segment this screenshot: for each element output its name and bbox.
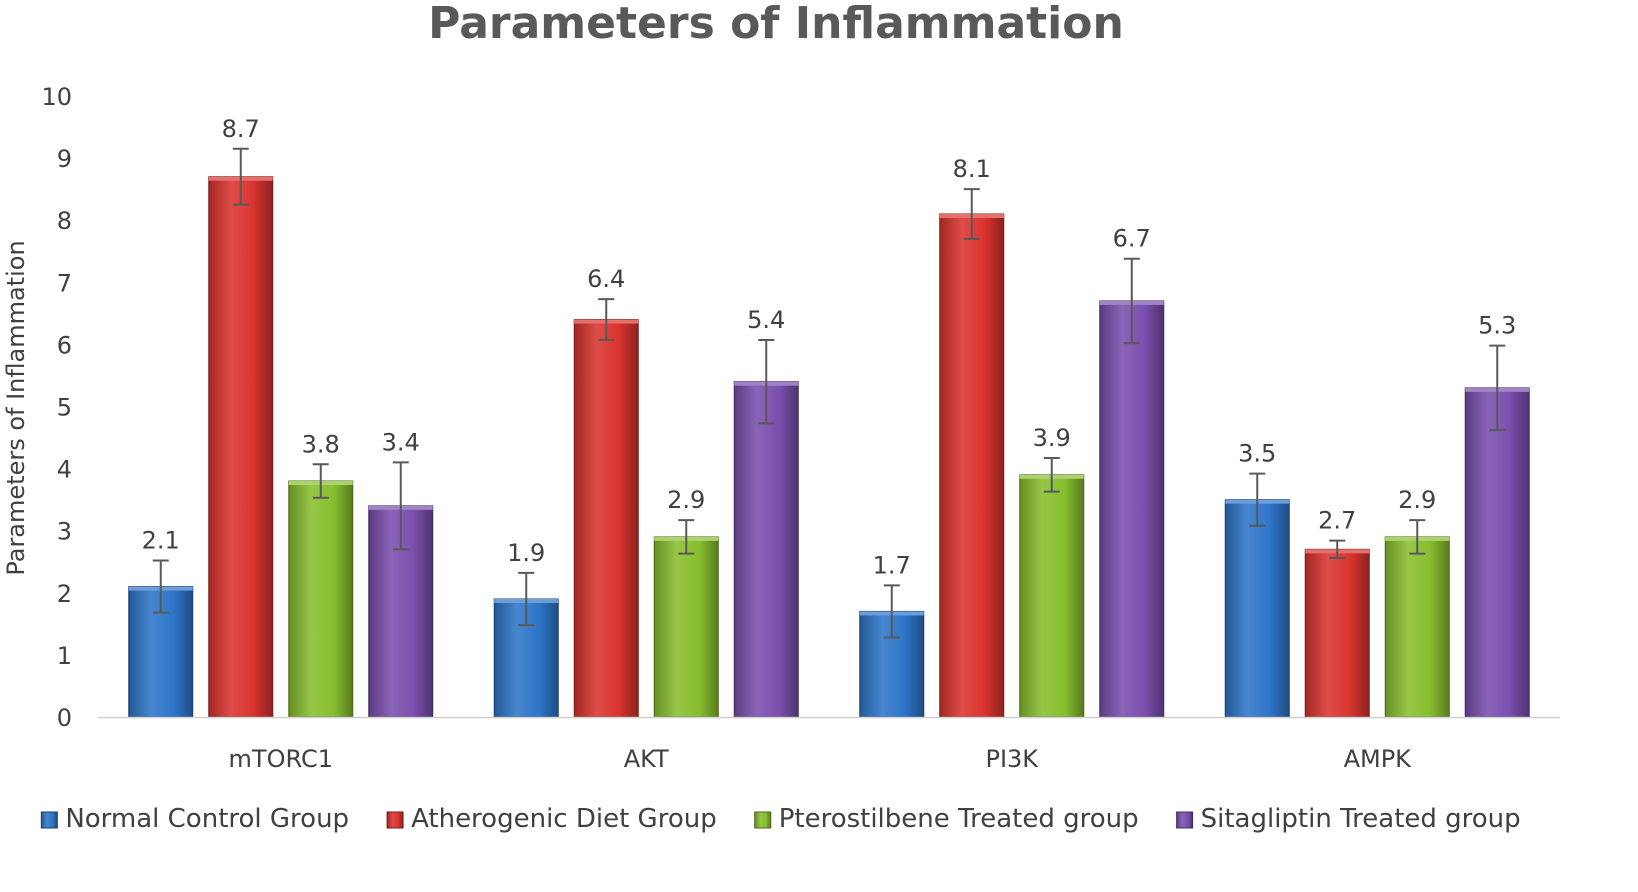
y-tick-label: 3 — [57, 518, 72, 546]
x-tick-label: AKT — [624, 745, 669, 773]
legend-label: Normal Control Group — [65, 804, 349, 834]
bars-layer: 2.1 8.7 3.8 3.4 1.9 6.4 2.9 5.4 1.7 8.1 3.9 6.7 3.5 2… — [128, 115, 1530, 718]
data-label: 6.4 — [587, 265, 625, 293]
x-axis: mTORC1 AKT PI3K AMPK — [229, 745, 1413, 773]
legend-swatch — [386, 811, 404, 829]
y-axis-label: Parameters of Inflammation — [2, 240, 30, 575]
bar — [1464, 387, 1530, 718]
legend-swatch — [40, 811, 58, 829]
x-tick-label: PI3K — [985, 745, 1039, 773]
bar — [1224, 499, 1290, 718]
bar — [653, 536, 719, 718]
legend-label: Sitagliptin Treated group — [1201, 804, 1521, 834]
data-label: 8.7 — [222, 115, 260, 143]
data-label: 2.9 — [667, 486, 705, 514]
data-label: 5.4 — [747, 306, 785, 334]
data-label: 5.3 — [1478, 312, 1516, 340]
data-label: 6.7 — [1113, 225, 1151, 253]
bar — [939, 213, 1005, 718]
bar — [1304, 548, 1370, 718]
legend: Normal Control Group Atherogenic Diet Gro… — [40, 804, 1521, 834]
y-tick-label: 6 — [57, 331, 72, 359]
bar — [1099, 300, 1165, 718]
data-label: 3.5 — [1238, 440, 1276, 468]
y-tick-label: 7 — [57, 269, 72, 297]
data-label: 1.9 — [507, 539, 545, 567]
bar — [208, 176, 274, 718]
bar — [1019, 474, 1085, 718]
legend-swatch — [754, 811, 772, 829]
data-label: 2.9 — [1398, 486, 1436, 514]
y-tick-label: 9 — [57, 145, 72, 173]
y-tick-label: 8 — [57, 207, 72, 235]
y-tick-label: 4 — [57, 456, 72, 484]
legend-label: Pterostilbene Treated group — [779, 804, 1139, 834]
data-label: 3.9 — [1033, 424, 1071, 452]
legend-swatch — [1176, 811, 1194, 829]
x-tick-label: mTORC1 — [229, 745, 333, 773]
data-label: 2.1 — [142, 527, 180, 555]
y-tick-label: 0 — [57, 704, 72, 732]
data-label: 3.8 — [302, 430, 340, 458]
data-label: 8.1 — [953, 155, 991, 183]
bar — [733, 381, 799, 718]
y-tick-label: 1 — [57, 642, 72, 670]
y-tick-label: 2 — [57, 580, 72, 608]
chart-title: Parameters of Inflammation — [428, 0, 1124, 49]
bar — [1384, 536, 1450, 718]
bar — [288, 480, 354, 718]
x-tick-label: AMPK — [1344, 745, 1413, 773]
legend-label: Atherogenic Diet Group — [411, 804, 717, 834]
data-label: 2.7 — [1318, 507, 1356, 535]
y-axis: 0 1 2 3 4 5 6 7 8 9 10 — [41, 83, 72, 732]
data-label: 1.7 — [873, 551, 911, 579]
bar — [573, 319, 639, 718]
y-tick-label: 10 — [41, 83, 72, 111]
data-label: 3.4 — [382, 428, 420, 456]
y-tick-label: 5 — [57, 394, 72, 422]
